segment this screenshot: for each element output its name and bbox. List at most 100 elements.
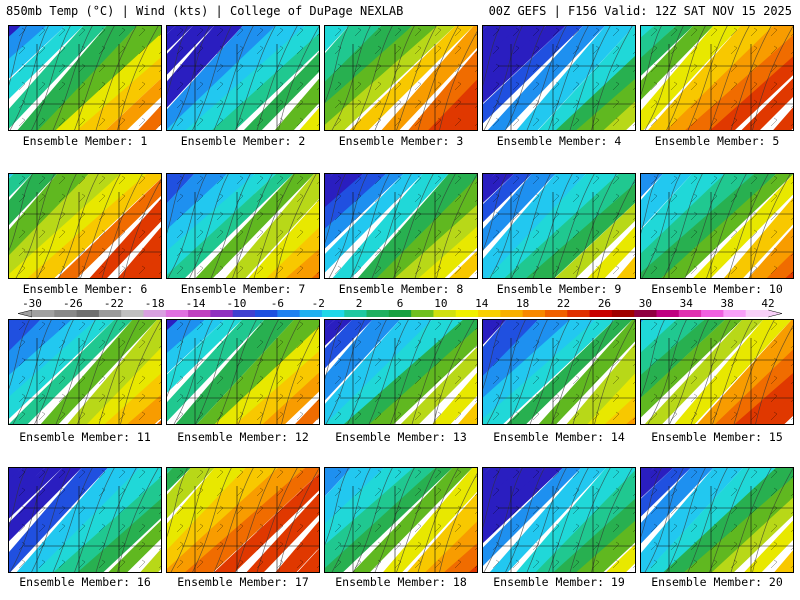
map-panel-member-12 bbox=[166, 319, 320, 425]
isotherm-contour bbox=[77, 320, 118, 424]
wind-barb bbox=[256, 393, 264, 403]
wind-barb bbox=[176, 81, 184, 91]
temperature-field bbox=[325, 468, 477, 572]
isotherm-contour bbox=[730, 26, 772, 130]
wind-barb bbox=[730, 559, 738, 569]
wind-barb bbox=[690, 99, 698, 109]
temperature-band bbox=[605, 396, 635, 424]
wind-barb bbox=[276, 393, 284, 403]
wind-barb bbox=[374, 523, 382, 533]
temperature-field bbox=[483, 26, 635, 130]
wind-barb bbox=[236, 487, 244, 497]
wind-barb bbox=[730, 99, 738, 109]
wind-barb bbox=[512, 339, 520, 349]
isotherm-contour bbox=[101, 174, 143, 278]
wind-barb bbox=[750, 523, 758, 533]
wind-barb bbox=[532, 81, 540, 91]
wind-barb bbox=[592, 487, 600, 497]
wind-barb bbox=[434, 265, 442, 275]
isotherm-contour bbox=[730, 468, 772, 572]
wind-barb bbox=[78, 541, 86, 551]
wind-barb bbox=[236, 117, 244, 127]
wind-barb bbox=[612, 193, 620, 203]
wind-barb bbox=[414, 229, 422, 239]
wind-barb bbox=[176, 411, 184, 421]
wind-barb bbox=[650, 559, 658, 569]
wind-barb bbox=[276, 247, 284, 257]
wind-barb bbox=[118, 541, 126, 551]
colorbar-tick-label: -22 bbox=[104, 298, 124, 310]
wind-barb bbox=[196, 393, 204, 403]
wind-barb bbox=[670, 211, 678, 221]
wind-barb bbox=[414, 63, 422, 73]
wind-barb bbox=[690, 247, 698, 257]
wind-barb bbox=[512, 505, 520, 515]
wind-barb bbox=[236, 193, 244, 203]
wind-barb bbox=[296, 211, 304, 221]
wind-barb bbox=[18, 81, 26, 91]
wind-barb bbox=[334, 175, 342, 185]
wind-barb bbox=[512, 45, 520, 55]
wind-barb bbox=[236, 27, 244, 37]
wind-barb bbox=[354, 99, 362, 109]
isotherm-contour bbox=[532, 174, 573, 278]
wind-barb bbox=[354, 469, 362, 479]
wind-barb bbox=[354, 339, 362, 349]
wind-barb bbox=[512, 487, 520, 497]
wind-barb bbox=[196, 487, 204, 497]
isotherm-contour bbox=[195, 320, 235, 424]
wind-barb bbox=[374, 411, 382, 421]
wind-barb bbox=[276, 117, 284, 127]
map-panel-member-8 bbox=[324, 173, 478, 279]
wind-barb bbox=[58, 487, 66, 497]
colorbar-swatch bbox=[232, 310, 256, 317]
wind-barb bbox=[236, 375, 244, 385]
wind-barb bbox=[394, 45, 402, 55]
temperature-band bbox=[105, 78, 161, 130]
wind-barb bbox=[750, 265, 758, 275]
wind-barb bbox=[690, 63, 698, 73]
wind-barb bbox=[552, 523, 560, 533]
wind-barb bbox=[58, 211, 66, 221]
wind-barb bbox=[434, 559, 442, 569]
map-panel-member-10 bbox=[640, 173, 794, 279]
wind-barb bbox=[98, 505, 106, 515]
wind-barb bbox=[572, 411, 580, 421]
wind-barb bbox=[492, 175, 500, 185]
wind-barb bbox=[334, 559, 342, 569]
wind-barb bbox=[532, 357, 540, 367]
wind-barb bbox=[454, 487, 462, 497]
isotherm-contour bbox=[684, 174, 725, 278]
wind-barb bbox=[492, 411, 500, 421]
wind-barb bbox=[434, 505, 442, 515]
wind-barb bbox=[394, 321, 402, 331]
wind-barb bbox=[18, 27, 26, 37]
isotherm-contour bbox=[9, 26, 49, 130]
isotherm-contour bbox=[486, 320, 526, 424]
wind-barb bbox=[512, 375, 520, 385]
wind-barb bbox=[216, 411, 224, 421]
isotherm-contour bbox=[170, 26, 210, 130]
isotherm-contour bbox=[436, 174, 477, 278]
wind-barb bbox=[296, 45, 304, 55]
wind-barb bbox=[118, 63, 126, 73]
isotherm-contour bbox=[232, 174, 273, 278]
isotherm-contour bbox=[210, 174, 251, 278]
colorbar-swatch bbox=[344, 310, 368, 317]
isotherm-contour bbox=[508, 320, 548, 424]
wind-barb bbox=[750, 193, 758, 203]
wind-barb bbox=[394, 27, 402, 37]
wind-barb bbox=[176, 393, 184, 403]
wind-barb bbox=[394, 265, 402, 275]
wind-barb bbox=[334, 117, 342, 127]
wind-barb bbox=[434, 175, 442, 185]
wind-barb bbox=[670, 393, 678, 403]
isotherm-contour bbox=[58, 174, 99, 278]
wind-barb bbox=[650, 339, 658, 349]
wind-barb bbox=[650, 265, 658, 275]
wind-barb bbox=[592, 99, 600, 109]
wind-barb bbox=[750, 559, 758, 569]
wind-barb bbox=[710, 27, 718, 37]
wind-barb bbox=[276, 541, 284, 551]
wind-barb bbox=[454, 229, 462, 239]
